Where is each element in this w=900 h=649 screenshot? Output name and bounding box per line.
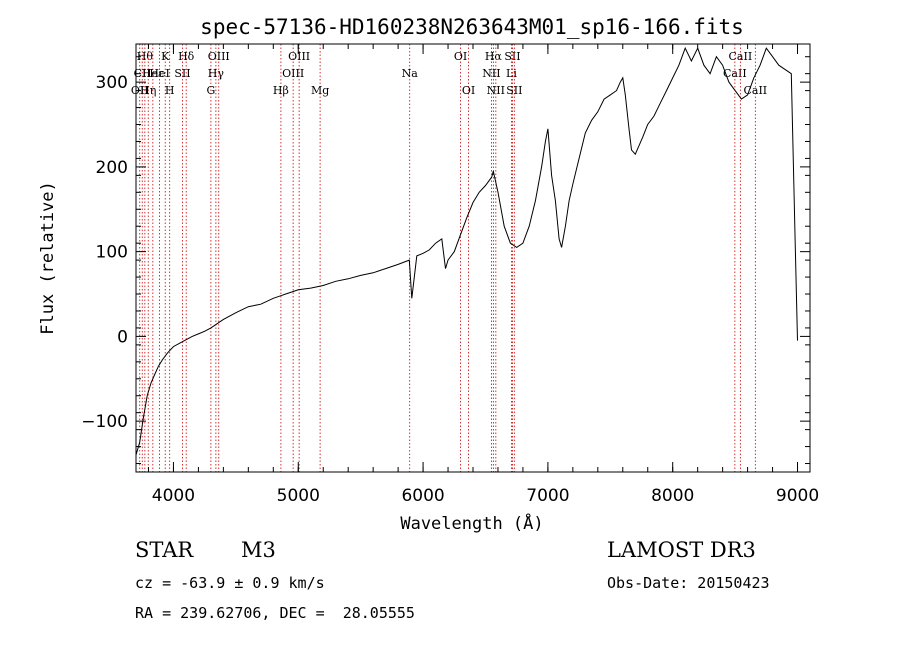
marker-label: G (206, 84, 215, 97)
survey-name: LAMOST DR3 (607, 538, 756, 562)
marker-label: Li (506, 67, 517, 80)
marker-label: CaII (743, 84, 767, 97)
marker-label: Heε (142, 67, 164, 80)
plot-frame (135, 43, 811, 473)
marker-label: Hβ (273, 84, 289, 97)
redshift-velocity: cz = -63.9 ± 0.9 km/s (135, 574, 325, 592)
chart-title: spec-57136-HD160238N263643M01_sp16-166.f… (200, 15, 744, 39)
marker-label: OI (454, 50, 467, 63)
marker-label: Na (402, 67, 419, 80)
marker-label: CII (134, 67, 151, 80)
marker-label: H (165, 84, 175, 97)
marker-label: NII (487, 84, 505, 97)
spectral-line-markers: OIICIIHθHηHeεHeIKHSIIHδGHγOIIIHβOIIIOIII… (131, 44, 767, 472)
y-tick-label: 0 (117, 327, 128, 347)
y-tick-label: −100 (81, 412, 128, 432)
x-tick-label: 5000 (277, 486, 320, 506)
axis-ticks: 4000 5000 6000 7000 8000 9000 −100 0 100 200 300 (81, 44, 819, 506)
marker-label: OI (462, 84, 475, 97)
marker-label: CaII (729, 50, 753, 63)
marker-label: Hδ (178, 50, 195, 63)
x-tick-label: 7000 (526, 486, 569, 506)
marker-label: OIII (288, 50, 310, 63)
marker-label: CaII (723, 67, 747, 80)
observation-date: Obs-Date: 20150423 (607, 574, 770, 592)
x-tick-label: 9000 (776, 486, 819, 506)
x-tick-label: 4000 (152, 486, 195, 506)
marker-label: Mg (311, 84, 329, 97)
y-tick-label: 300 (96, 73, 128, 93)
marker-label: OIII (282, 67, 304, 80)
marker-label: SII (504, 50, 520, 63)
y-axis-label: Flux (relative) (38, 181, 58, 335)
y-tick-label: 200 (96, 158, 128, 178)
y-tick-label: 100 (96, 243, 128, 263)
marker-label: SII (174, 67, 190, 80)
x-axis-label: Wavelength (Å) (400, 512, 543, 534)
x-tick-label: 6000 (401, 486, 444, 506)
marker-label: NII (482, 67, 500, 80)
marker-label: OIII (208, 50, 230, 63)
marker-label: Hη (140, 84, 156, 97)
flux-series-line (135, 46, 798, 456)
object-subclass: M3 (241, 538, 276, 562)
marker-label: SII (506, 84, 522, 97)
object-class: STAR (135, 538, 194, 562)
marker-label: Hθ (137, 50, 154, 63)
marker-label: HeI (149, 67, 169, 80)
marker-label: Hα (485, 50, 503, 63)
marker-label: K (161, 50, 170, 63)
coordinates: RA = 239.62706, DEC = 28.05555 (135, 604, 415, 622)
marker-label: Hγ (208, 67, 225, 80)
x-tick-label: 8000 (651, 486, 694, 506)
